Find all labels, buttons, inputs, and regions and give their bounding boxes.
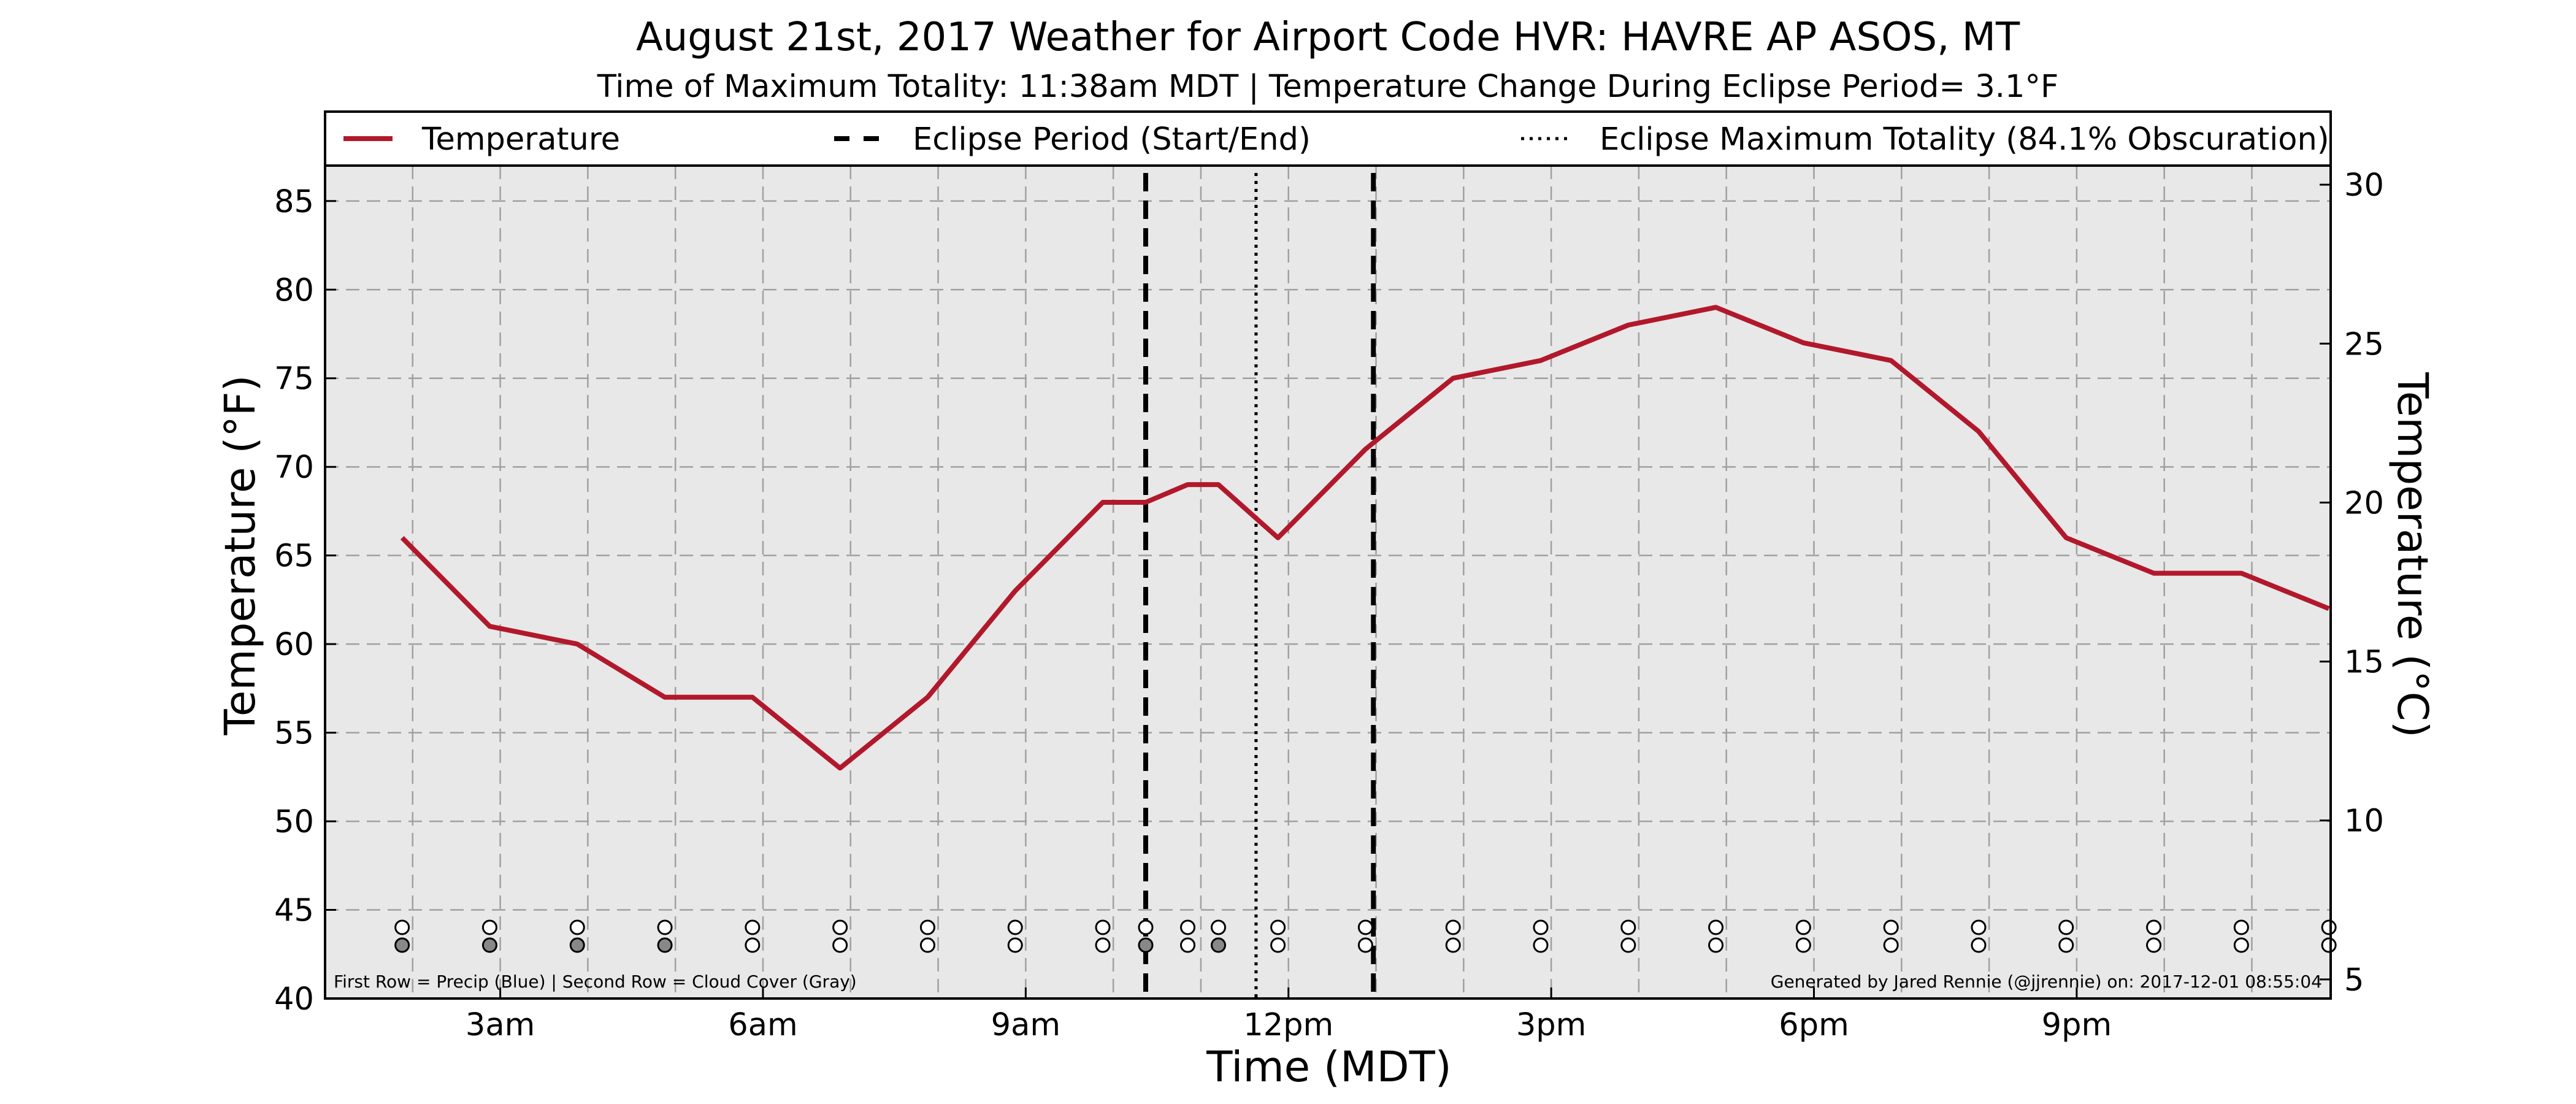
precip-marker [481,919,497,935]
cloud-cover-marker [1971,937,1987,953]
y-tick-label: 45 [274,893,314,929]
x-tick-label: 6pm [1779,1007,1849,1043]
legend-box [324,110,2332,167]
y-tick-label: 65 [274,539,314,575]
x-tick-label: 6am [728,1007,797,1043]
precip-marker [1095,919,1111,935]
legend-label: Temperature [421,121,620,158]
y-tick-label: 40 [274,981,314,1018]
x-axis-label: Time (MDT) [1206,1043,1451,1092]
precip-marker [394,919,410,935]
precip-marker [569,919,585,935]
legend: Temperature Eclipse Period (Start/End) Ecl… [324,110,2332,167]
x-tick-label: 9pm [2042,1007,2112,1043]
precip-marker [2321,919,2337,935]
x-tick-label: 3pm [1516,1007,1587,1043]
precip-marker [1211,919,1227,935]
precip-marker [657,919,673,935]
cloud-cover-marker [2233,937,2249,953]
cloud-cover-marker [1138,937,1154,953]
cloud-cover-marker [1708,937,1724,953]
precip-marker [2233,919,2249,935]
cloud-cover-marker [1211,937,1227,953]
y-tick-label: 50 [274,804,314,840]
precip-marker [1445,919,1461,935]
cloud-cover-marker [1095,937,1111,953]
cloud-cover-marker [394,937,410,953]
chart-subtitle: Time of Maximum Totality: 11:38am MDT | … [597,69,2059,105]
precip-marker [919,919,935,935]
cloud-cover-marker [1357,937,1373,953]
precip-marker [1270,919,1286,935]
cloud-cover-marker [481,937,497,953]
x-tick-label: 9am [991,1007,1060,1043]
cloud-cover-marker [1883,937,1899,953]
y-tick-label: 60 [274,627,314,663]
cloud-cover-marker [2146,937,2162,953]
y-tick-label: 75 [274,361,314,397]
cloud-cover-marker [569,937,585,953]
cloud-cover-marker [1270,937,1286,953]
cloud-cover-marker [2058,937,2074,953]
grid-lines [325,166,2331,1000]
cloud-cover-marker [832,937,848,953]
observation-markers [394,919,2337,953]
precip-marker [832,919,848,935]
cloud-cover-marker [1180,937,1196,953]
cloud-cover-marker [1620,937,1636,953]
precip-marker [1357,919,1373,935]
y-tick-label-right: 15 [2344,645,2384,681]
legend-label: Eclipse Period (Start/End) [913,121,1311,158]
precip-marker [1180,919,1196,935]
y-tick-label-right: 25 [2344,326,2384,362]
precip-marker [745,919,761,935]
footnote-marker-key: First Row = Precip (Blue) | Second Row =… [334,972,857,992]
y-tick-label: 85 [274,184,314,220]
precip-marker [1883,919,1899,935]
chart-title: August 21st, 2017 Weather for Airport Co… [636,15,2020,60]
cloud-cover-marker [1795,937,1811,953]
y-tick-label: 80 [274,272,314,309]
precip-marker [1620,919,1636,935]
cloud-cover-marker [1533,937,1549,953]
y-tick-label-right: 10 [2344,803,2384,840]
cloud-cover-marker [1445,937,1461,953]
cloud-cover-marker [657,937,673,953]
legend-label: Eclipse Maximum Totality (84.1% Obscurat… [1600,121,2329,158]
y-tick-label-right: 5 [2344,962,2364,999]
cloud-cover-marker [2321,937,2337,953]
x-tick-label: 3am [466,1007,535,1043]
temperature-series-line [400,305,2330,771]
y-tick-label: 55 [274,716,314,752]
precip-marker [1533,919,1549,935]
x-tick-label: 12pm [1243,1007,1333,1043]
cloud-cover-marker [1007,937,1023,953]
cloud-cover-marker [919,937,935,953]
precip-marker [1708,919,1724,935]
y-axis-label-left: Temperature (°F) [216,375,265,735]
precip-marker [1971,919,1987,935]
axis-ticks: 40 45 50 55 60 65 70 75 80 85 5 10 15 20 25 30 3am 6am 9am… [274,167,2384,1043]
y-tick-label-right: 30 [2344,167,2384,204]
y-tick-label: 70 [274,450,314,486]
y-tick-label-right: 20 [2344,485,2384,521]
eclipse-lines [1143,173,1376,999]
precip-marker [2058,919,2074,935]
precip-marker [2146,919,2162,935]
precip-marker [1795,919,1811,935]
footnote-credit: Generated by Jared Rennie (@jjrennie) on… [1771,972,2322,992]
precip-marker [1138,919,1154,935]
y-axis-label-right: Temperature (°C) [2388,372,2437,738]
precip-marker [1007,919,1023,935]
cloud-cover-marker [745,937,761,953]
